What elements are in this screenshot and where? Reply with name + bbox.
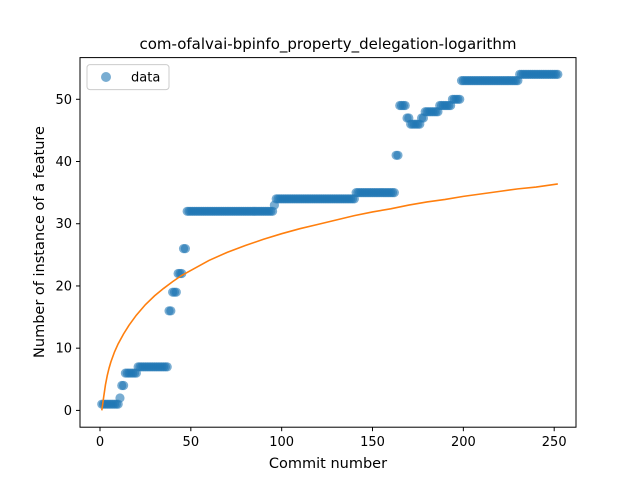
x-tick-label: 50: [183, 435, 200, 450]
data-point: [400, 100, 410, 111]
y-tick-label: 10: [55, 342, 72, 357]
x-axis-label: Commit number: [269, 456, 387, 472]
data-point: [115, 393, 125, 403]
data-point: [393, 150, 403, 160]
x-tick-label: 0: [96, 435, 104, 450]
data-point: [177, 268, 187, 279]
y-tick-label: 20: [55, 279, 72, 294]
y-tick-label: 50: [55, 93, 72, 108]
legend-label-data: data: [131, 71, 160, 86]
legend-box: [86, 64, 170, 91]
data-point: [180, 244, 190, 254]
y-tick-label: 0: [64, 404, 72, 419]
legend: data: [86, 64, 170, 91]
data-point: [455, 94, 465, 104]
axis-ticks: 0 50 100 150 200 250 0 10 20 30 40 50: [55, 93, 566, 450]
plot-area: [97, 69, 563, 411]
y-tick-label: 30: [55, 217, 72, 232]
x-tick-label: 100: [269, 435, 294, 450]
legend-marker-data: [101, 72, 111, 82]
x-tick-label: 150: [360, 435, 385, 450]
plot-frame: [79, 57, 577, 428]
data-point: [162, 362, 172, 372]
x-tick-label: 250: [542, 435, 567, 450]
y-axis-label: Number of instance of a feature: [32, 126, 48, 358]
data-point: [553, 69, 563, 79]
x-tick-label: 200: [451, 435, 476, 450]
data-point: [166, 306, 176, 316]
fit-line: [101, 183, 558, 411]
data-point: [171, 287, 181, 297]
chart-title: com-ofalvai-bpinfo_property_delegation-l…: [140, 35, 517, 54]
data-point: [119, 380, 129, 391]
data-point: [389, 188, 399, 198]
y-tick-label: 40: [55, 155, 72, 170]
